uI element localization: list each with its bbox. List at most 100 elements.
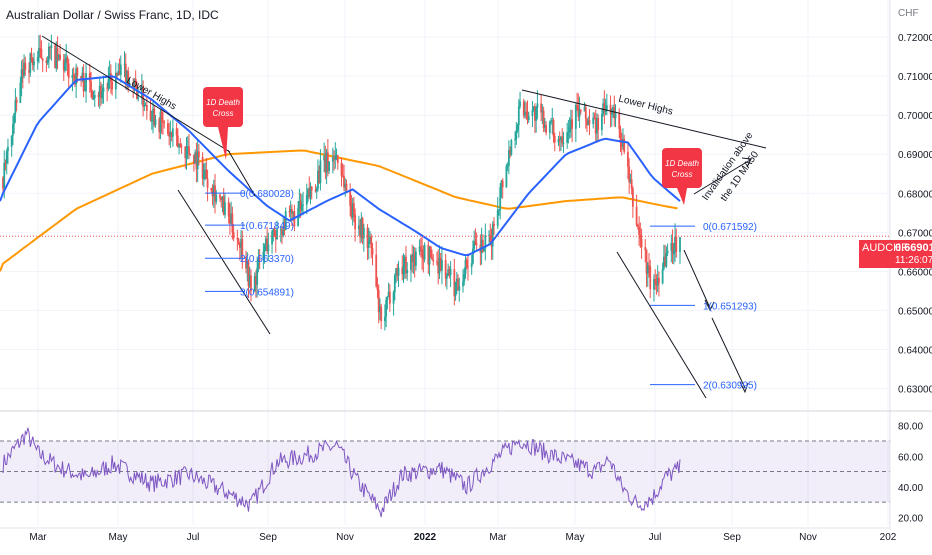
candle-body	[618, 113, 621, 129]
candle-body	[170, 131, 173, 137]
candle-body	[610, 113, 613, 115]
candle-body	[629, 179, 632, 183]
candle-body	[636, 224, 639, 227]
candle-body	[231, 213, 234, 233]
candle-body	[71, 74, 74, 78]
candle-body	[474, 241, 477, 244]
projection-arrow-line	[693, 159, 751, 195]
candle-body	[600, 114, 603, 131]
channel-line	[177, 189, 271, 335]
candle-body	[302, 204, 304, 206]
candle-body	[366, 227, 369, 248]
candle-body	[441, 260, 443, 271]
rsi-tick-label: 80.00	[898, 422, 923, 433]
candle-body	[162, 121, 164, 123]
candle-body	[134, 78, 137, 87]
candle-body	[535, 107, 538, 121]
candle-body	[279, 229, 282, 231]
candle-body	[455, 278, 458, 282]
fib-level-label: 1(0.671849)	[240, 221, 294, 232]
candle-body	[281, 229, 283, 236]
candle-body	[176, 135, 179, 148]
candle-body	[509, 150, 512, 155]
candle-body	[314, 190, 317, 192]
candle-body	[619, 128, 622, 143]
rsi-layer	[0, 427, 890, 518]
candle-body	[168, 133, 171, 137]
candle-body	[386, 296, 389, 300]
candle-body	[506, 165, 509, 167]
candle-body	[167, 123, 169, 134]
candle-body	[169, 131, 172, 137]
x-tick-label: Mar	[29, 532, 47, 543]
candle-body	[490, 241, 493, 247]
candle-body	[142, 86, 145, 107]
trendline-lower-highs-1	[41, 35, 231, 153]
candle-body	[662, 256, 665, 269]
candle-body	[310, 186, 313, 191]
candle-body	[671, 243, 674, 255]
x-tick-label: 202	[880, 532, 897, 543]
candle-body	[568, 127, 571, 133]
candle-body	[210, 187, 213, 191]
candle-body	[507, 150, 510, 166]
ma50-line	[0, 75, 681, 257]
candle-body	[33, 61, 35, 66]
candle-body	[154, 119, 157, 125]
candle-body	[501, 180, 504, 188]
candle-body	[464, 260, 467, 275]
candle-body	[631, 188, 634, 207]
candle-body	[300, 205, 303, 211]
candle-body	[194, 152, 197, 164]
candle-body	[534, 106, 536, 121]
candle-body	[246, 261, 249, 269]
candle-body	[401, 267, 404, 275]
candle-body	[592, 117, 595, 124]
candle-body	[10, 135, 13, 147]
candle-body	[55, 47, 58, 69]
candle-body	[67, 63, 70, 78]
candle-body	[224, 202, 226, 215]
candle-body	[335, 155, 338, 157]
candle-body	[308, 189, 311, 198]
candle-body	[646, 265, 649, 274]
candle-body	[202, 170, 205, 179]
channel-line	[616, 251, 707, 399]
death-cross-callout-1-bubble	[203, 87, 243, 127]
candle-body	[309, 186, 312, 198]
candle-body	[220, 197, 223, 200]
candle-body	[414, 251, 417, 266]
candle-body	[323, 155, 326, 161]
candle-body	[640, 238, 643, 248]
candle-body	[14, 99, 17, 114]
candle-body	[613, 107, 616, 119]
candle-body	[367, 240, 370, 248]
candle-body	[413, 253, 416, 266]
candle-body	[543, 125, 546, 128]
candle-body	[149, 110, 152, 121]
x-tick-label: May	[566, 532, 585, 543]
candle-body	[499, 187, 502, 210]
candle-body	[66, 57, 69, 64]
candle-body	[675, 236, 678, 253]
candle-body	[551, 120, 554, 122]
candle-body	[514, 139, 516, 141]
candle-body	[65, 57, 68, 63]
candle-body	[489, 234, 492, 242]
candle-body	[397, 267, 400, 276]
candle-body	[371, 248, 374, 255]
candle-body	[127, 71, 130, 88]
candle-body	[325, 152, 328, 173]
candle-body	[672, 250, 675, 255]
candle-body	[596, 118, 598, 134]
candle-body	[24, 62, 27, 70]
candle-body	[376, 286, 379, 290]
candle-body	[648, 265, 650, 267]
candle-body	[454, 281, 457, 297]
candle-body	[100, 85, 102, 99]
candle-body	[333, 157, 335, 160]
candle-body	[41, 58, 44, 61]
x-tick-label: Jul	[187, 532, 200, 543]
